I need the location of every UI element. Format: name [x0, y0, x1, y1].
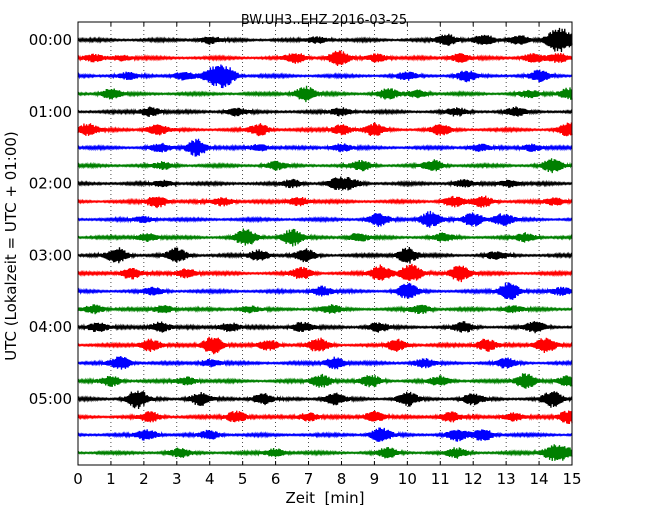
y-tick-label: 00:00 — [29, 31, 72, 49]
trace-line — [77, 106, 573, 117]
y-tick-label: 01:00 — [29, 103, 72, 121]
x-tick-label: 7 — [304, 470, 314, 488]
x-tick-label: 10 — [398, 470, 417, 488]
x-tick-label: 8 — [337, 470, 347, 488]
x-tick-label: 14 — [530, 470, 549, 488]
trace-line — [77, 336, 573, 355]
trace-line — [77, 176, 573, 191]
trace-line — [77, 390, 573, 410]
trace-line — [77, 158, 573, 174]
traces — [77, 27, 573, 461]
trace-line — [77, 321, 573, 334]
trace-line — [77, 246, 573, 264]
x-tick-label: 1 — [106, 470, 116, 488]
trace-line — [77, 263, 573, 283]
trace-line — [77, 427, 573, 442]
x-tick-label: 13 — [497, 470, 516, 488]
x-tick-label: 2 — [139, 470, 149, 488]
trace-line — [77, 138, 573, 157]
x-tick-label: 11 — [431, 470, 450, 488]
y-axis-ticks: 00:00 01:00 02:00 03:00 04:00 05:00 — [29, 31, 572, 408]
trace-line — [77, 444, 573, 461]
x-tick-label: 6 — [271, 470, 281, 488]
trace-line — [77, 373, 573, 389]
trace-line — [77, 27, 573, 53]
x-axis-ticks: 0 1 2 3 4 5 6 7 8 9 10 11 12 13 14 15 — [73, 22, 582, 488]
trace-line — [77, 85, 573, 103]
x-tick-label: 15 — [562, 470, 581, 488]
trace-line — [77, 50, 573, 66]
trace-line — [77, 410, 573, 424]
trace-line — [77, 355, 573, 370]
plot-frame — [77, 21, 573, 466]
y-tick-label: 03:00 — [29, 246, 72, 264]
trace-line — [77, 122, 573, 137]
y-tick-label: 04:00 — [29, 318, 72, 336]
y-axis-label: UTC (Lokalzeit = UTC + 01:00) — [2, 131, 20, 361]
x-tick-label: 3 — [172, 470, 182, 488]
y-tick-label: 02:00 — [29, 175, 72, 193]
chart-title: BW.UH3..EHZ 2016-03-25 — [241, 13, 407, 28]
trace-line — [77, 282, 573, 300]
y-tick-label: 05:00 — [29, 390, 72, 408]
x-tick-label: 0 — [73, 470, 83, 488]
trace-line — [77, 210, 573, 228]
trace-line — [77, 228, 573, 247]
trace-line — [77, 195, 573, 209]
trace-line — [77, 304, 573, 315]
x-tick-label: 4 — [205, 470, 215, 488]
x-tick-label: 12 — [464, 470, 483, 488]
x-tick-label: 5 — [238, 470, 248, 488]
x-tick-label: 9 — [370, 470, 380, 488]
x-axis-label: Zeit [min] — [285, 489, 364, 507]
trace-line — [77, 64, 573, 89]
